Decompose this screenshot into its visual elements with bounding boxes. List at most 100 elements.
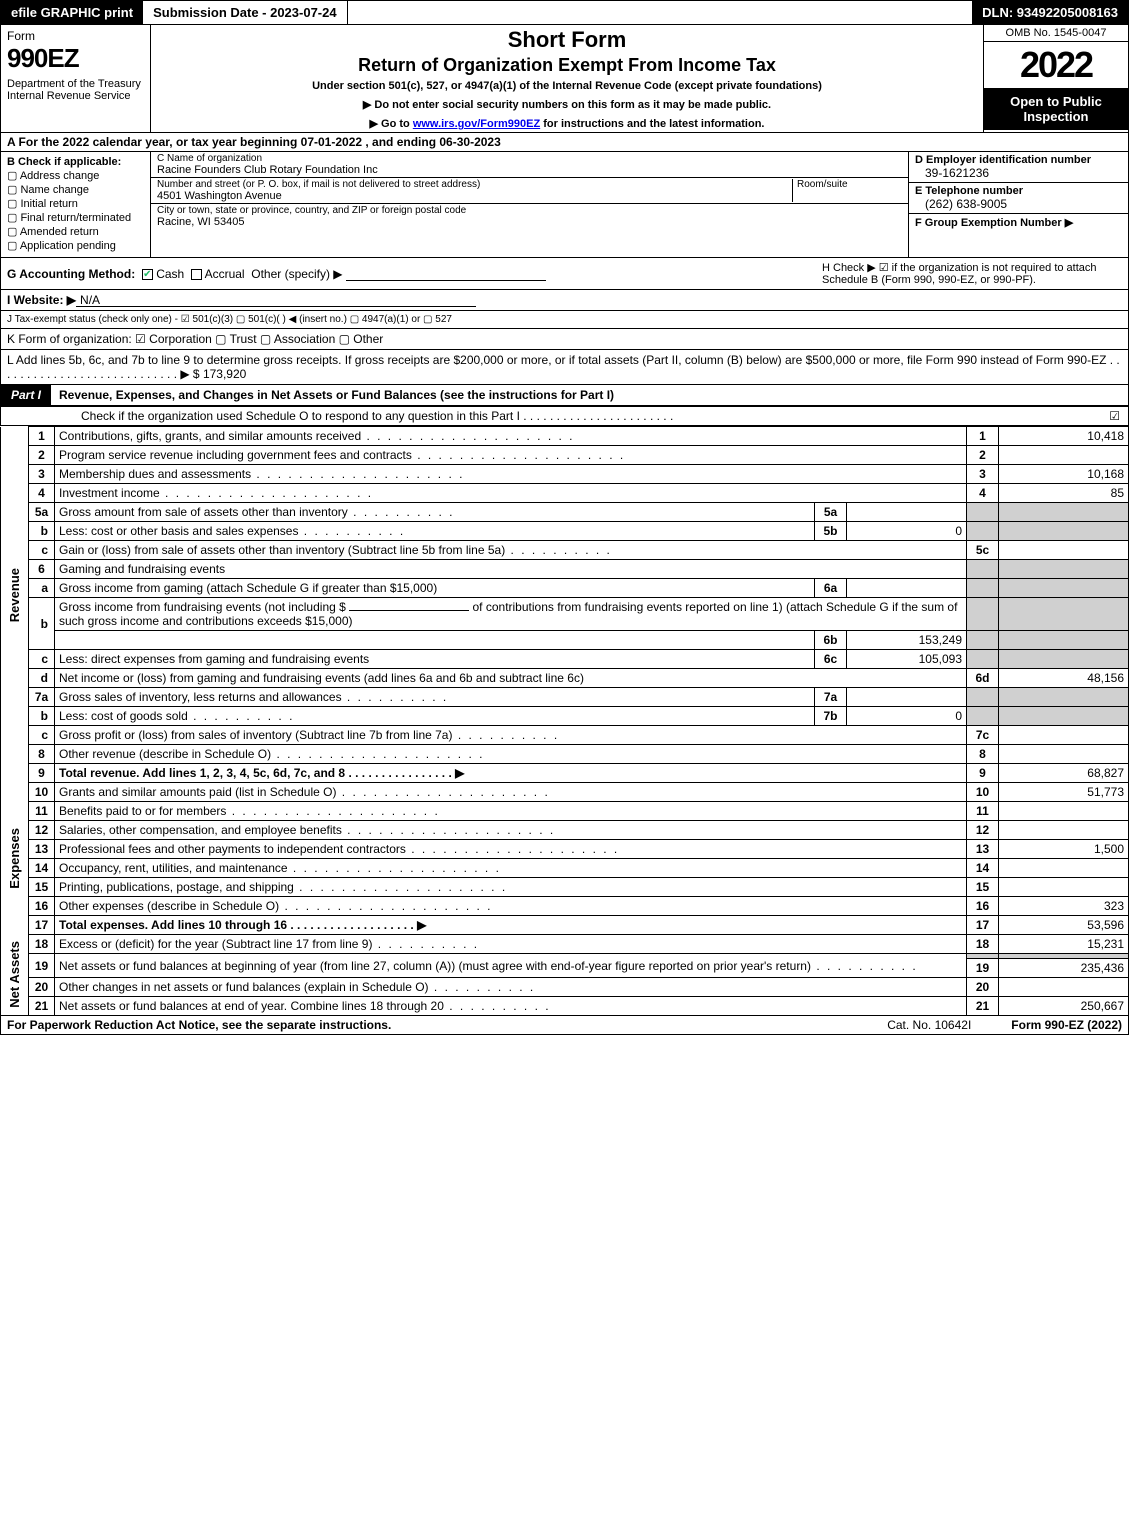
form-of-organization: K Form of organization: ☑ Corporation ▢ … [7, 332, 383, 346]
val-9: 68,827 [999, 764, 1129, 783]
dept-label: Department of the Treasury Internal Reve… [7, 78, 144, 102]
desc-5c: Gain or (loss) from sale of assets other… [55, 541, 967, 560]
bullet-link-row: ▶ Go to www.irs.gov/Form990EZ for instru… [157, 117, 977, 130]
ln-9: 9 [29, 764, 55, 783]
ln-10: 10 [29, 783, 55, 802]
miniln-7a: 7a [815, 688, 847, 707]
numln-3: 3 [967, 465, 999, 484]
desc-8: Other revenue (describe in Schedule O) [55, 745, 967, 764]
shade-6b2 [967, 631, 999, 650]
accounting-method-label: G Accounting Method: [7, 267, 135, 281]
desc-10: Grants and similar amounts paid (list in… [55, 783, 967, 802]
ln-14: 14 [29, 859, 55, 878]
ln-6c: c [29, 650, 55, 669]
table-row: 2 Program service revenue including gove… [1, 446, 1129, 465]
revenue-label: Revenue [5, 564, 24, 626]
chk-application-pending[interactable]: Application pending [7, 239, 144, 252]
table-row: 16 Other expenses (describe in Schedule … [1, 897, 1129, 916]
submission-date-button[interactable]: Submission Date - 2023-07-24 [143, 1, 348, 24]
part-1-title: Revenue, Expenses, and Changes in Net As… [51, 385, 1128, 406]
numln-18: 18 [967, 935, 999, 954]
chk-address-change[interactable]: Address change [7, 169, 144, 182]
tel-value: (262) 638-9005 [915, 197, 1122, 211]
header-right: OMB No. 1545-0047 2022 Open to Public In… [983, 25, 1128, 132]
numln-21: 21 [967, 997, 999, 1016]
table-row: 15 Printing, publications, postage, and … [1, 878, 1129, 897]
miniln-6c: 6c [815, 650, 847, 669]
irs-link[interactable]: www.irs.gov/Form990EZ [413, 118, 540, 130]
table-row: 5a Gross amount from sale of assets othe… [1, 503, 1129, 522]
numln-6d: 6d [967, 669, 999, 688]
ln-7b: b [29, 707, 55, 726]
shadev-5a [999, 503, 1129, 522]
table-row: Revenue 1 Contributions, gifts, grants, … [1, 427, 1129, 446]
desc-6b-1-pre: Gross income from fundraising events (no… [59, 600, 346, 614]
chk-final-return[interactable]: Final return/terminated [7, 211, 144, 224]
chk-initial-return[interactable]: Initial return [7, 197, 144, 210]
desc-6c: Less: direct expenses from gaming and fu… [55, 650, 815, 669]
table-row: 7a Gross sales of inventory, less return… [1, 688, 1129, 707]
table-row: 11 Benefits paid to or for members 11 [1, 802, 1129, 821]
chk-name-change[interactable]: Name change [7, 183, 144, 196]
row-l-text: L Add lines 5b, 6c, and 7b to line 9 to … [7, 353, 1120, 381]
val-4: 85 [999, 484, 1129, 503]
val-8 [999, 745, 1129, 764]
section-c: C Name of organization Racine Founders C… [151, 152, 908, 257]
ln-15: 15 [29, 878, 55, 897]
table-row: b Less: cost or other basis and sales ex… [1, 522, 1129, 541]
efile-print-button[interactable]: efile GRAPHIC print [1, 1, 143, 24]
table-row: c Gross profit or (loss) from sales of i… [1, 726, 1129, 745]
shade-6c [967, 650, 999, 669]
form-word: Form [7, 29, 144, 43]
subtitle: Under section 501(c), 527, or 4947(a)(1)… [157, 80, 977, 92]
tax-year: 2022 [984, 42, 1128, 88]
val-14 [999, 859, 1129, 878]
desc-6b-1: Gross income from fundraising events (no… [55, 598, 967, 631]
desc-7c: Gross profit or (loss) from sales of inv… [55, 726, 967, 745]
chk-accrual[interactable] [191, 269, 202, 280]
ln-8: 8 [29, 745, 55, 764]
ln-17: 17 [29, 916, 55, 935]
part-1-subtitle: Check if the organization used Schedule … [0, 407, 1129, 426]
row-g-h: G Accounting Method: Cash Accrual Other … [0, 258, 1129, 290]
ein-value: 39-1621236 [915, 166, 1122, 180]
desc-6a: Gross income from gaming (attach Schedul… [55, 579, 815, 598]
chk-cash[interactable] [142, 269, 153, 280]
table-row: 6b 153,249 [1, 631, 1129, 650]
minival-6a [847, 579, 967, 598]
org-address: 4501 Washington Avenue [157, 190, 792, 202]
group-exemption-label: F Group Exemption Number ▶ [915, 217, 1073, 229]
table-row: 8 Other revenue (describe in Schedule O)… [1, 745, 1129, 764]
desc-20: Other changes in net assets or fund bala… [55, 978, 967, 997]
shade-5a [967, 503, 999, 522]
shadev-5b [999, 522, 1129, 541]
chk-amended-return[interactable]: Amended return [7, 225, 144, 238]
numln-14: 14 [967, 859, 999, 878]
lines-table: Revenue 1 Contributions, gifts, grants, … [0, 426, 1129, 1016]
contrib-amount-input[interactable] [349, 610, 469, 611]
accrual-label: Accrual [205, 267, 245, 281]
part-1-check[interactable]: ☑ [1109, 409, 1120, 423]
numln-13: 13 [967, 840, 999, 859]
shadev-7a [999, 688, 1129, 707]
title-return: Return of Organization Exempt From Incom… [157, 55, 977, 76]
desc-19: Net assets or fund balances at beginning… [55, 954, 967, 978]
miniln-7b: 7b [815, 707, 847, 726]
bullet-link-pre: ▶ Go to [370, 118, 413, 130]
val-21: 250,667 [999, 997, 1129, 1016]
table-row: 19 Net assets or fund balances at beginn… [1, 954, 1129, 959]
val-17: 53,596 [999, 916, 1129, 935]
ln-20: 20 [29, 978, 55, 997]
numln-7c: 7c [967, 726, 999, 745]
numln-11: 11 [967, 802, 999, 821]
desc-7a: Gross sales of inventory, less returns a… [55, 688, 815, 707]
desc-18: Excess or (deficit) for the year (Subtra… [55, 935, 967, 954]
other-specify-input[interactable] [346, 267, 546, 281]
ln-6a: a [29, 579, 55, 598]
title-short-form: Short Form [157, 27, 977, 53]
footer-left: For Paperwork Reduction Act Notice, see … [7, 1018, 391, 1032]
minival-7a [847, 688, 967, 707]
table-row: b Gross income from fundraising events (… [1, 598, 1129, 631]
numln-16: 16 [967, 897, 999, 916]
val-1: 10,418 [999, 427, 1129, 446]
